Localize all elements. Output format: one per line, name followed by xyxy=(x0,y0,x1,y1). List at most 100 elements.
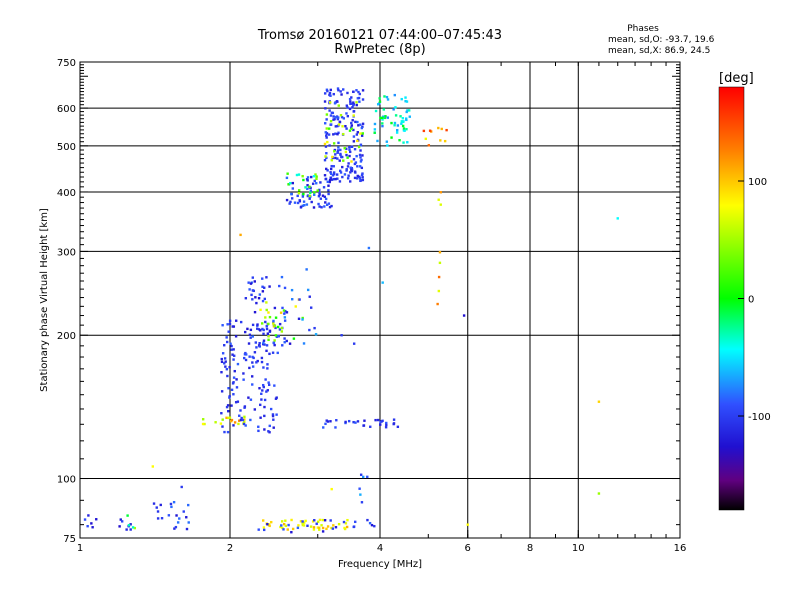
data-point xyxy=(270,520,273,524)
data-point xyxy=(297,524,300,527)
data-point xyxy=(329,420,332,423)
data-point xyxy=(345,525,349,529)
data-point xyxy=(306,194,310,197)
data-point xyxy=(315,177,318,181)
data-point xyxy=(337,522,341,526)
data-point xyxy=(232,424,235,427)
data-point xyxy=(406,141,409,144)
data-point xyxy=(242,378,245,381)
data-point xyxy=(267,335,270,338)
data-point xyxy=(352,104,355,107)
data-point xyxy=(249,336,252,339)
data-point xyxy=(283,341,286,344)
data-point xyxy=(394,106,397,109)
data-point xyxy=(261,342,265,346)
data-point xyxy=(273,384,276,387)
data-point xyxy=(201,418,205,421)
data-point xyxy=(305,203,309,206)
data-point xyxy=(356,131,359,134)
data-point xyxy=(335,173,339,176)
chart-title: Tromsø 20160121 07:44:00–07:45:43 xyxy=(257,28,502,43)
data-point xyxy=(340,93,343,96)
data-point xyxy=(346,165,350,168)
data-point xyxy=(334,177,337,181)
data-point xyxy=(324,131,327,134)
data-point xyxy=(274,316,278,319)
data-point xyxy=(343,527,347,531)
data-point xyxy=(355,177,359,180)
data-point xyxy=(257,296,261,300)
data-point xyxy=(353,170,357,173)
data-point xyxy=(405,118,408,122)
data-point xyxy=(384,115,387,118)
data-point xyxy=(225,416,228,420)
data-point xyxy=(290,518,293,522)
data-point xyxy=(318,193,321,196)
data-point xyxy=(273,343,276,347)
data-point xyxy=(355,154,358,158)
data-point xyxy=(346,156,349,159)
data-point xyxy=(358,153,362,157)
data-point xyxy=(325,203,329,207)
data-point xyxy=(329,94,332,97)
data-point xyxy=(348,129,352,132)
data-point xyxy=(392,422,395,426)
data-point xyxy=(248,333,252,336)
data-point xyxy=(322,186,326,189)
data-point xyxy=(174,525,178,529)
data-point xyxy=(347,162,350,165)
data-point xyxy=(185,527,189,531)
data-point xyxy=(401,124,405,128)
data-point xyxy=(325,127,328,130)
data-point xyxy=(283,312,286,315)
data-point xyxy=(255,346,258,349)
data-point xyxy=(385,140,389,143)
data-point xyxy=(390,136,393,139)
data-point xyxy=(257,528,260,531)
data-point xyxy=(230,344,233,348)
data-point xyxy=(178,517,181,520)
data-point xyxy=(330,111,334,114)
data-point xyxy=(291,187,295,190)
data-point xyxy=(261,277,264,280)
data-point xyxy=(221,324,224,327)
data-point xyxy=(320,206,323,209)
data-point xyxy=(337,89,340,92)
data-point xyxy=(323,92,327,95)
data-point xyxy=(265,390,268,393)
data-point xyxy=(359,160,363,163)
data-point xyxy=(275,413,278,416)
data-point xyxy=(239,233,242,237)
data-point xyxy=(439,191,443,194)
data-point xyxy=(260,360,264,364)
data-point xyxy=(226,430,230,434)
data-point xyxy=(336,177,339,180)
data-point xyxy=(361,132,364,135)
data-point xyxy=(332,115,335,118)
data-point xyxy=(316,520,320,523)
data-point xyxy=(253,310,257,314)
data-point xyxy=(396,425,400,429)
data-point xyxy=(182,510,185,513)
data-point xyxy=(379,420,382,424)
data-point xyxy=(280,524,283,527)
x-tick-label: 1 xyxy=(77,543,83,554)
data-point xyxy=(359,144,362,147)
data-point xyxy=(325,527,328,531)
annotation-title: Phases xyxy=(627,24,659,34)
data-point xyxy=(244,424,247,427)
data-point xyxy=(251,383,254,386)
data-point xyxy=(331,155,334,159)
data-point xyxy=(405,110,408,114)
data-point xyxy=(229,342,232,345)
data-point xyxy=(359,149,362,152)
data-point xyxy=(238,419,241,422)
data-point xyxy=(312,528,316,531)
data-point xyxy=(261,290,265,293)
data-point xyxy=(378,97,381,100)
data-point xyxy=(349,171,352,174)
data-point xyxy=(265,344,269,347)
data-point xyxy=(373,128,377,131)
data-point xyxy=(345,104,349,107)
data-point xyxy=(359,179,362,183)
